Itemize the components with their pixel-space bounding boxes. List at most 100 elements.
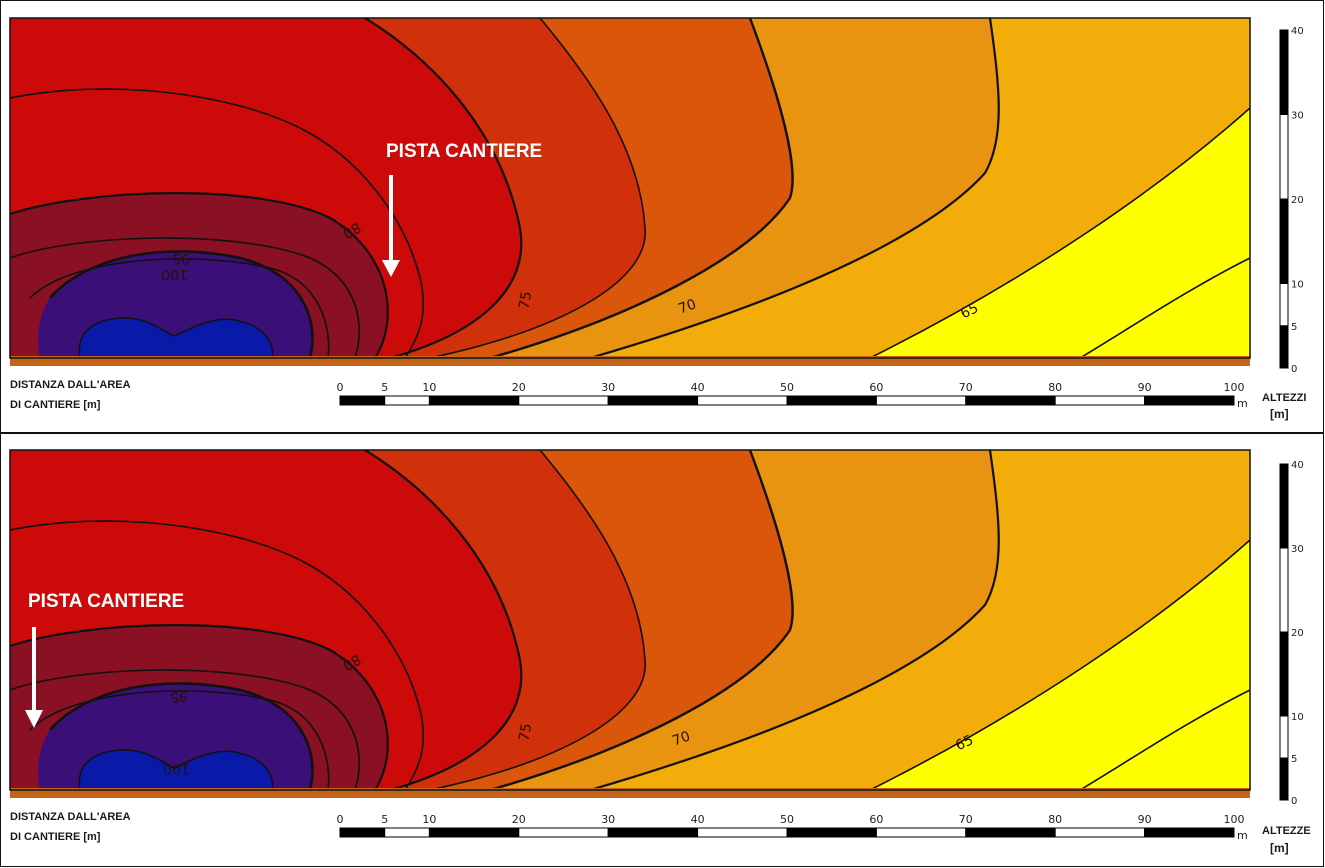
distance-axis-label: DISTANZA DALL'AREA [10, 379, 131, 391]
scale-segment [697, 827, 788, 838]
height-segment [1279, 29, 1289, 115]
height-tick-label: 40 [1291, 26, 1304, 37]
contour-label: 80 [340, 219, 363, 242]
pista-cantiere-label: PISTA CANTIERE [386, 141, 542, 162]
height-tick-label: 30 [1291, 544, 1304, 555]
distance-tick-label: 10 [422, 381, 436, 394]
scale-segment [965, 827, 1056, 838]
scale-segment [607, 395, 699, 406]
contour-label: 80 [340, 651, 363, 674]
height-axis-label: ALTEZZE [1262, 825, 1311, 837]
distance-tick-label: 100 [1224, 813, 1245, 826]
contour-label: 95 [172, 250, 190, 266]
distance-tick-label: 5 [381, 381, 388, 394]
contour-label: 65 [953, 732, 976, 754]
distance-tick-label: 90 [1138, 381, 1152, 394]
scale-segment [875, 395, 967, 406]
distance-unit-label: m [1237, 829, 1248, 842]
distance-tick-label: 0 [337, 381, 344, 394]
height-scale-bar: 0 5 10 20 30 40 [1279, 26, 1304, 375]
scale-segment [1054, 827, 1146, 838]
distance-tick-label: 0 [337, 813, 344, 826]
distance-unit-label: m [1237, 397, 1248, 410]
height-tick-label: 10 [1291, 712, 1304, 723]
scale-segment [786, 395, 877, 406]
height-tick-label: 10 [1291, 280, 1304, 291]
distance-tick-label: 50 [780, 381, 794, 394]
height-segment [1279, 631, 1289, 717]
distance-tick-label: 60 [869, 813, 883, 826]
distance-tick-label: 20 [512, 381, 526, 394]
distance-tick-label: 30 [601, 813, 615, 826]
distance-axis-label: DI CANTIERE [m] [10, 831, 101, 843]
contour-label: 100 [161, 266, 188, 282]
distance-tick-label: 40 [691, 381, 705, 394]
contour-label: 75 [516, 290, 535, 310]
scale-segment [339, 395, 386, 406]
scale-segment [1144, 827, 1235, 838]
distance-axis-label: DI CANTIERE [m] [10, 399, 101, 411]
height-tick-label: 5 [1291, 754, 1297, 765]
distance-tick-label: 10 [422, 813, 436, 826]
noise-panel-top: 100 95 80 75 70 65 PISTA CANTIERE DISTAN… [8, 16, 1306, 421]
height-segment [1279, 283, 1289, 327]
height-segment [1279, 325, 1289, 369]
height-axis-unit: [m] [1270, 407, 1289, 421]
noise-panel-bottom: 95 100 80 75 70 65 PISTA CANTIERE DISTAN… [8, 448, 1311, 855]
distance-tick-label: 80 [1048, 813, 1062, 826]
distance-tick-label: 100 [1224, 381, 1245, 394]
scale-segment [428, 827, 520, 838]
scale-segment [518, 827, 609, 838]
distance-tick-label: 40 [691, 813, 705, 826]
height-tick-label: 5 [1291, 322, 1297, 333]
height-axis-label: ALTEZZI [1262, 392, 1306, 404]
distance-tick-label: 20 [512, 813, 526, 826]
height-segment [1279, 757, 1289, 801]
contour-label: 70 [676, 296, 698, 317]
distance-tick-label: 70 [959, 381, 973, 394]
contour-map: 95 100 80 75 70 65 [8, 448, 1252, 800]
scale-segment [1144, 395, 1235, 406]
distance-tick-label: 90 [1138, 813, 1152, 826]
scale-segment [518, 395, 609, 406]
height-segment [1279, 715, 1289, 759]
height-tick-label: 20 [1291, 195, 1304, 206]
scale-segment [1054, 395, 1146, 406]
contour-label: 70 [670, 728, 692, 749]
contour-label: 95 [170, 688, 188, 704]
height-segment [1279, 198, 1289, 284]
distance-axis-label: DISTANZA DALL'AREA [10, 811, 131, 823]
scale-segment [384, 827, 430, 838]
height-tick-label: 0 [1291, 364, 1297, 375]
height-tick-label: 40 [1291, 460, 1304, 471]
distance-tick-label: 80 [1048, 381, 1062, 394]
distance-tick-label: 30 [601, 381, 615, 394]
scale-segment [607, 827, 699, 838]
panel-frame [0, 433, 1324, 867]
scale-segment [875, 827, 967, 838]
panel-frame [0, 0, 1324, 433]
contour-label: 75 [516, 722, 535, 742]
distance-scale-bar: 0 5 10 20 30 40 50 60 70 80 90 100 m [337, 381, 1248, 410]
height-segment [1279, 463, 1289, 549]
distance-tick-label: 50 [780, 813, 794, 826]
distance-tick-label: 60 [869, 381, 883, 394]
height-tick-label: 30 [1291, 111, 1304, 122]
height-axis-unit: [m] [1270, 841, 1289, 855]
scale-segment [339, 827, 386, 838]
scale-segment [384, 395, 430, 406]
height-tick-label: 20 [1291, 628, 1304, 639]
scale-segment [965, 395, 1056, 406]
distance-scale-bar: 0 5 10 20 30 40 50 60 70 80 90 100 m [337, 813, 1248, 842]
down-arrow-icon [382, 175, 400, 277]
distance-tick-label: 5 [381, 813, 388, 826]
height-scale-bar: 0 5 10 20 30 40 [1279, 460, 1304, 807]
scale-segment [697, 395, 788, 406]
contour-map: 100 95 80 75 70 65 [8, 16, 1252, 368]
height-segment [1279, 547, 1289, 633]
down-arrow-icon [25, 627, 43, 728]
scale-segment [428, 395, 520, 406]
pista-cantiere-label: PISTA CANTIERE [28, 591, 184, 612]
contour-label: 65 [958, 300, 981, 322]
